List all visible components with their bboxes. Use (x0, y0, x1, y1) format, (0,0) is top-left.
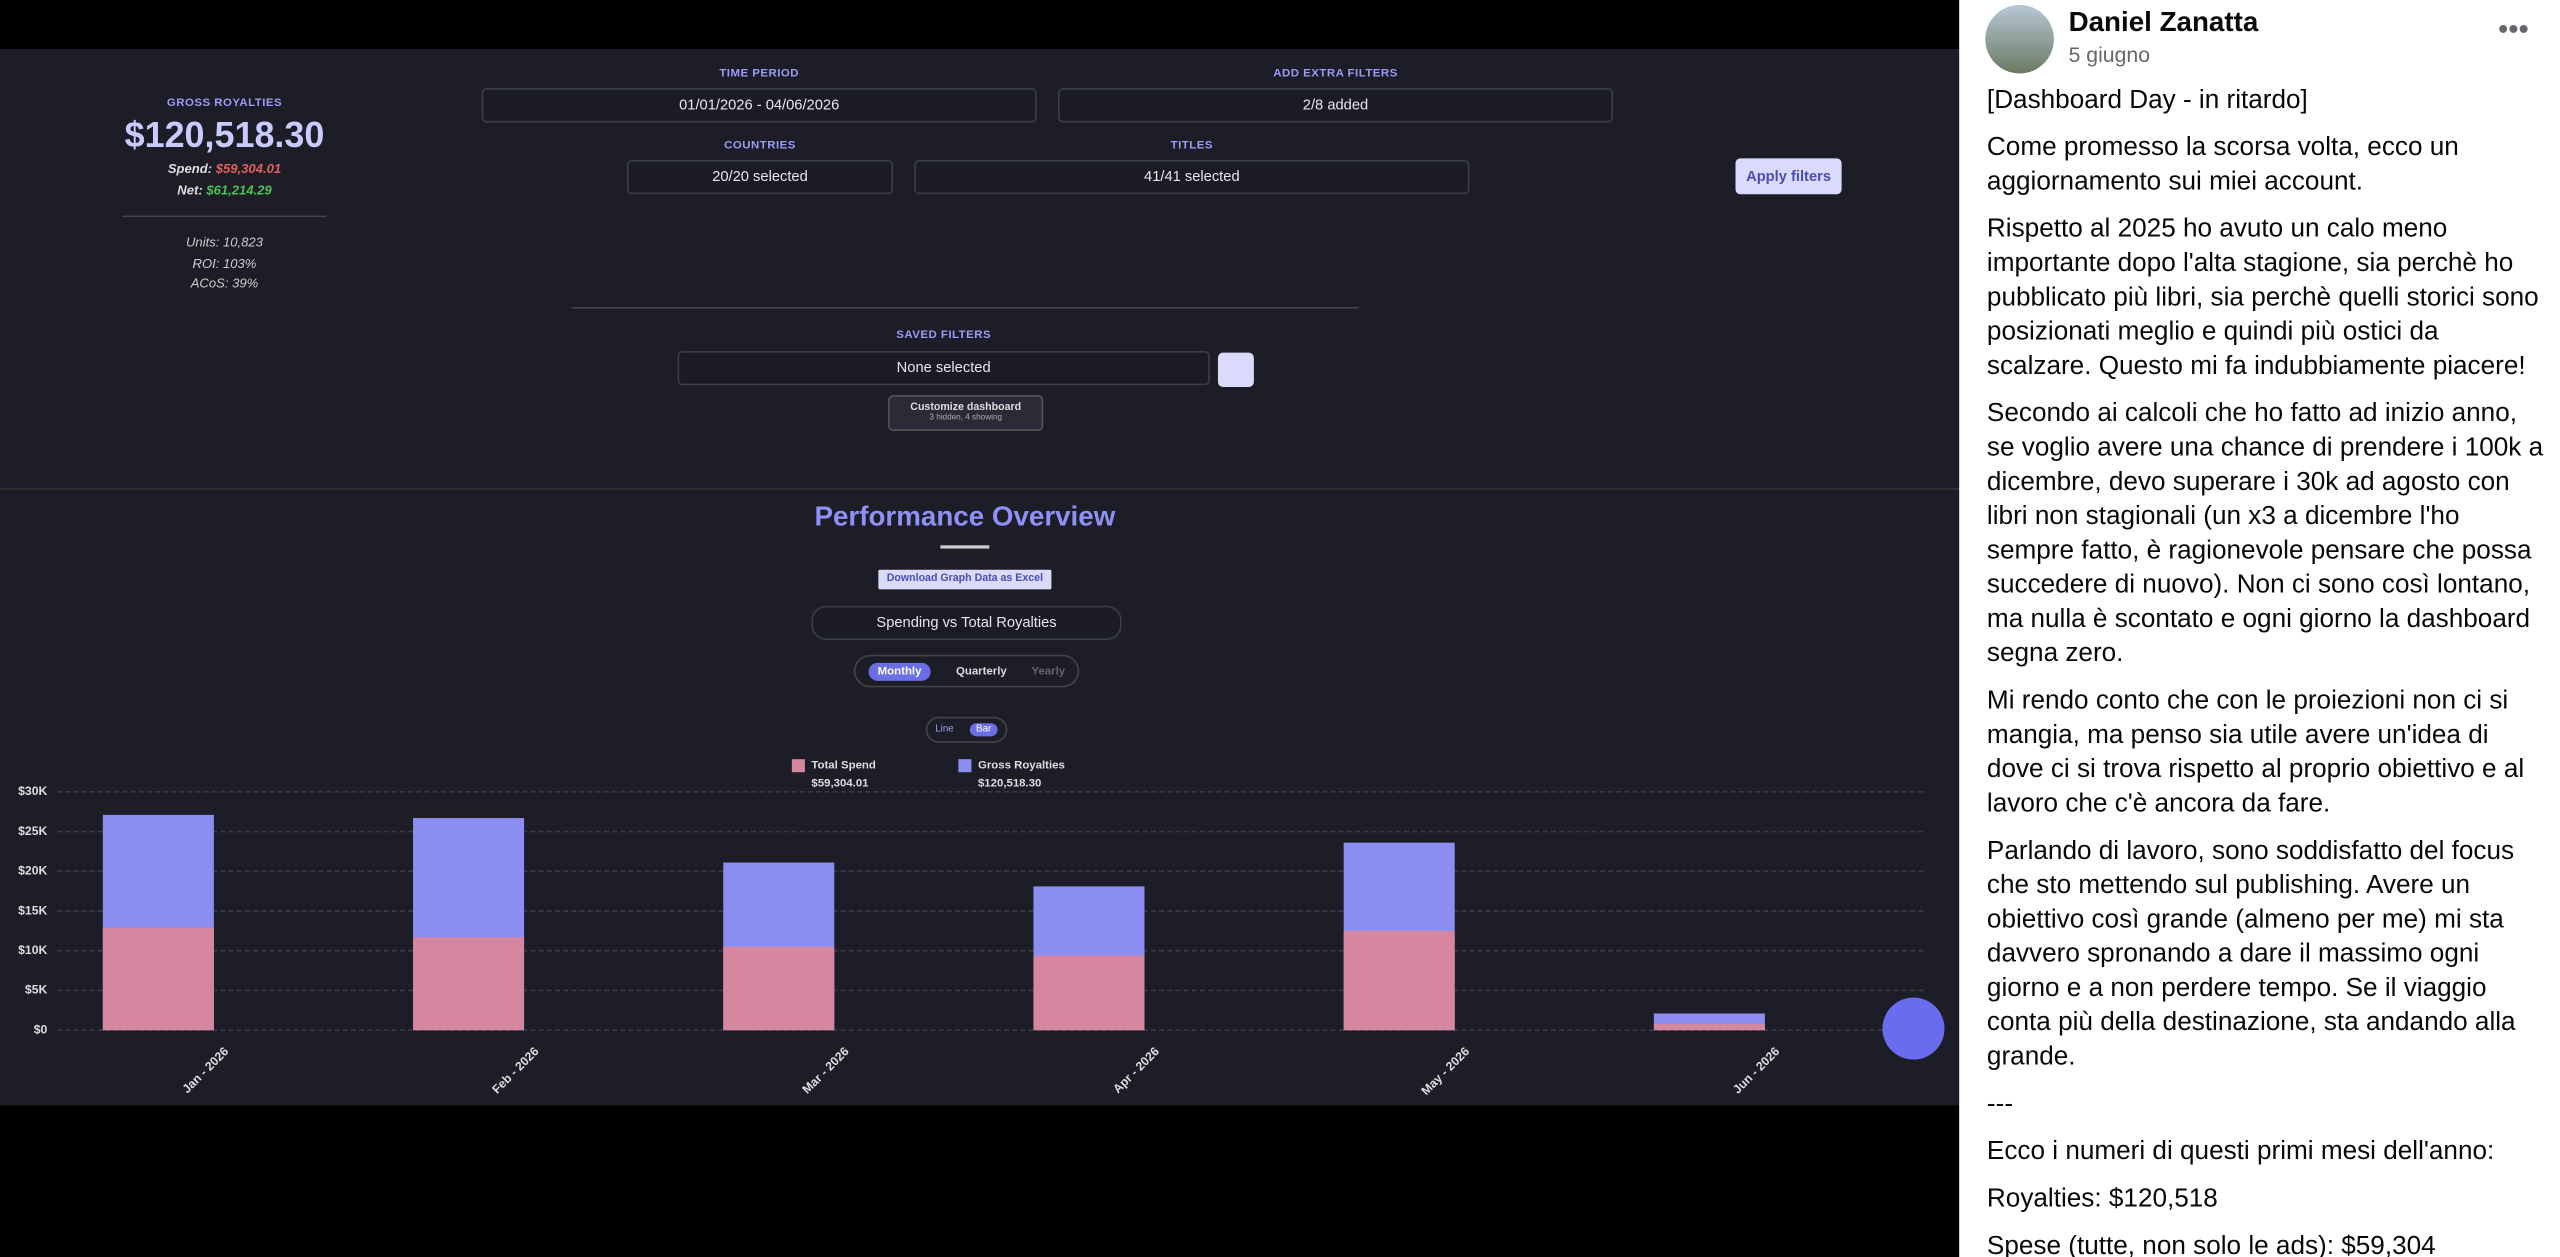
period-tab[interactable]: Quarterly (955, 665, 1007, 677)
period-tab[interactable]: Yearly (1031, 665, 1066, 677)
y-tick-label: $30K (18, 784, 47, 798)
gross-royalties: $120,518.30 (124, 114, 325, 156)
date[interactable]: 5 giugno (2068, 42, 2151, 67)
label: GROSS ROYALTIES (166, 97, 283, 110)
spend: $59,304.01 (215, 161, 282, 177)
x-tick-label: Jan - 2026 (180, 1044, 232, 1096)
legend-label: Gross Royalties (978, 760, 1065, 772)
customize-sub: 3 hidden, 4 showing (929, 413, 1003, 423)
author[interactable]: Daniel Zanatta (2068, 6, 2259, 38)
label: TITLES (1170, 140, 1213, 152)
x-tick-label: Apr - 2026 (1110, 1044, 1162, 1096)
paragraph: Mi rendo conto che con le proiezioni non… (1986, 687, 2525, 818)
y-tick-label: $0 (34, 1022, 48, 1036)
stats: Units: 10,823 ROI: 103% ACoS: 39% (98, 233, 351, 294)
net-row: Net: $61,214.29 (98, 183, 351, 198)
x-tick-label: Feb - 2026 (489, 1044, 541, 1096)
y-tick-label: $10K (18, 943, 47, 957)
bar (102, 927, 214, 1031)
mode-toggle[interactable]: Bar (969, 723, 998, 737)
y-tick-label: $5K (25, 983, 48, 997)
bar (1653, 1023, 1765, 1031)
dashboard: GROSS ROYALTIES $120,518.30 Spend: $59,3… (0, 48, 1960, 1106)
bar (723, 946, 835, 1031)
bar (1033, 955, 1145, 1031)
y-tick-label: $20K (18, 864, 47, 878)
date-input[interactable]: 01/01/2026 - 04/06/2026 (481, 88, 1037, 123)
net: $61,214.29 (206, 182, 272, 198)
paragraph: Secondo ai calcoli che ho fatto ad inizi… (1986, 399, 2544, 668)
stat: Units: 10,823 (185, 235, 263, 250)
chat-button[interactable] (1882, 997, 1945, 1060)
legend-label: Total Spend (811, 760, 875, 772)
legend-total: $120,518.30 (978, 778, 1041, 790)
chart-selector[interactable]: Spending vs Total Royalties (811, 605, 1122, 640)
x-tick-label: May - 2026 (1418, 1044, 1472, 1098)
divider (122, 215, 327, 218)
titles-select[interactable]: 41/41 selected (914, 159, 1470, 195)
label: COUNTRIES (724, 140, 796, 152)
chart: $0 $5K $10K $15K $20K $25K $30K Total Spend $59,… (18, 759, 1927, 1098)
label: SAVED FILTERS (896, 329, 992, 342)
bar (413, 937, 525, 1031)
divider (0, 488, 1960, 490)
spend-row: Spend: $59,304.01 (98, 162, 351, 177)
customize: Customize dashboard (910, 401, 1022, 414)
paragraph: Spese (tutte, non solo le ads): $59,304 (1986, 1232, 2436, 1257)
avatar[interactable] (1985, 4, 2054, 74)
mode-toggle[interactable]: Line (935, 724, 954, 735)
legend-total: $59,304.01 (811, 778, 869, 790)
download-button[interactable]: Download Graph Data as Excel (878, 569, 1052, 590)
bar (1343, 930, 1455, 1031)
label: Spend: (167, 161, 213, 177)
label: ADD EXTRA FILTERS (1273, 68, 1398, 80)
apply-button[interactable]: Apply filters (1735, 158, 1842, 195)
paragraph: Ecco i numeri di questi primi mesi dell'… (1986, 1137, 2495, 1166)
legend-swatch (791, 759, 805, 773)
save-button[interactable] (1217, 352, 1254, 387)
section-title: Performance Overview (814, 501, 1116, 533)
x-tick-label: Jun - 2026 (1730, 1044, 1782, 1096)
extra-filters[interactable]: 2/8 added (1057, 88, 1614, 123)
x-tick-label: Mar - 2026 (800, 1044, 852, 1096)
post-body: [Dashboard Day - in ritardo] Come promess… (1987, 83, 2545, 1257)
menu[interactable]: ••• (2497, 13, 2529, 46)
countries-select[interactable]: 20/20 selected (626, 159, 894, 195)
period-tab[interactable]: Monthly (867, 662, 932, 680)
paragraph: --- (1986, 1090, 2014, 1119)
label: TIME PERIOD (719, 68, 800, 80)
legend-swatch (958, 759, 972, 773)
divider (571, 306, 1359, 309)
paragraph: [Dashboard Day - in ritardo] (1986, 86, 2308, 115)
stat: ACoS: 39% (190, 275, 259, 291)
paragraph: Parlando di lavoro, sono soddisfatto del… (1986, 837, 2516, 1072)
y-tick-label: $15K (18, 903, 47, 917)
period-tabs: Monthly Quarterly Yearly (853, 654, 1080, 688)
mode-toggle: Line Bar (925, 716, 1008, 743)
stat: ROI: 103% (192, 255, 257, 271)
paragraph: Come promesso la scorsa volta, ecco un a… (1986, 133, 2459, 196)
label: Net: (177, 182, 203, 198)
paragraph: Rispetto al 2025 ho avuto un calo meno i… (1986, 215, 2539, 381)
underline (940, 545, 990, 549)
post: Daniel Zanatta 5 giugno ••• [Dashboard D… (1959, 0, 2560, 1257)
paragraph: Royalties: $120,518 (1986, 1185, 2218, 1214)
saved-select[interactable]: None selected (677, 351, 1210, 386)
customize-button[interactable]: Customize dashboard 3 hidden, 4 showing (888, 395, 1044, 432)
y-tick-label: $25K (18, 824, 47, 838)
